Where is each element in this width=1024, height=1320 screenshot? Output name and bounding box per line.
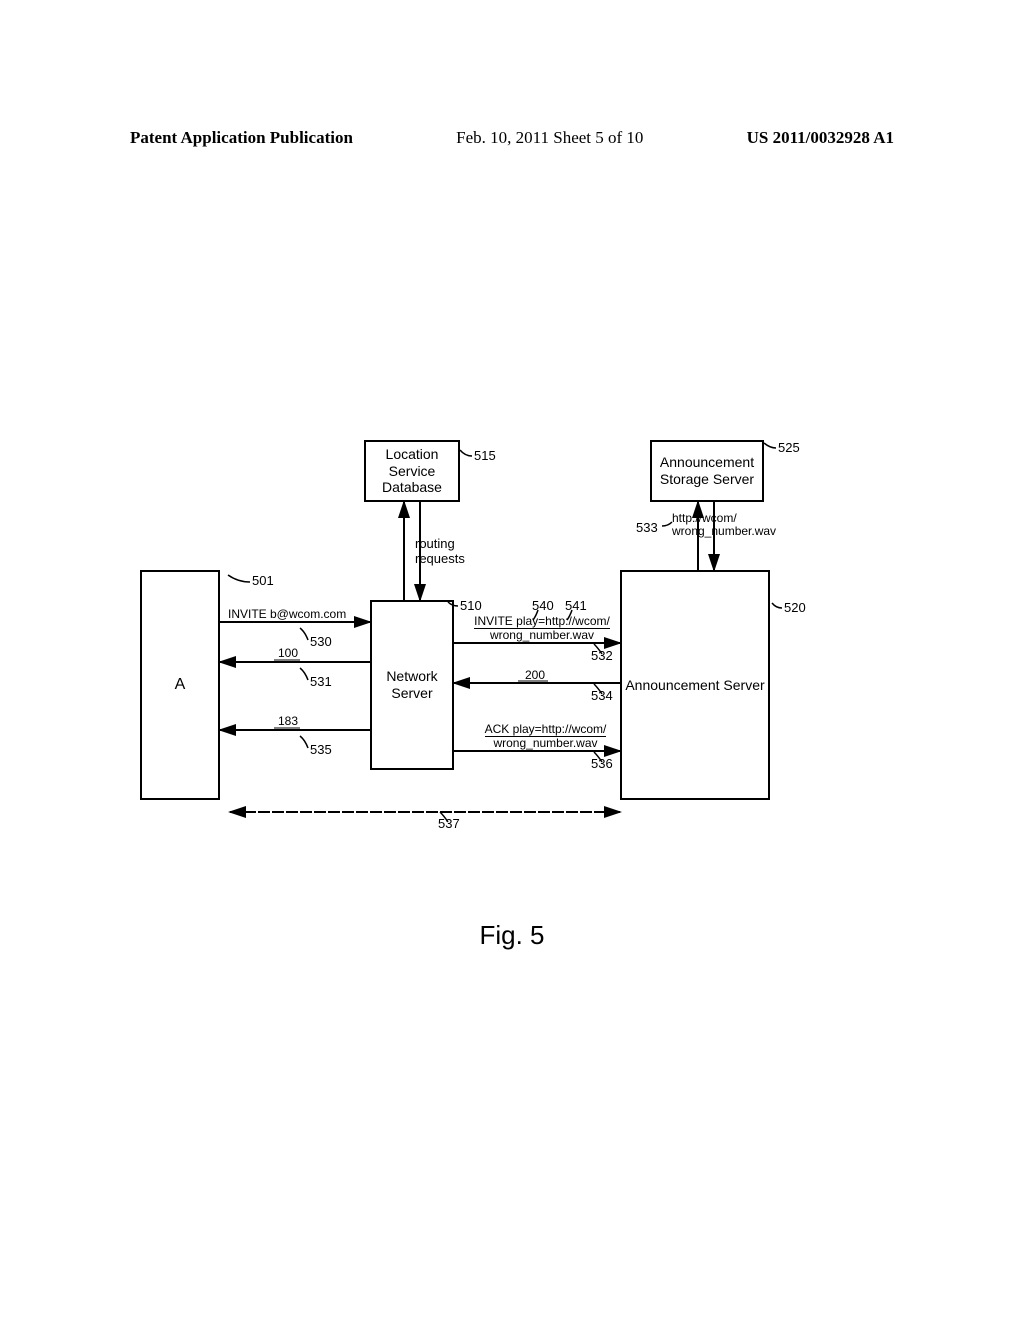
ref-540: 540: [532, 598, 554, 613]
ref-541: 541: [565, 598, 587, 613]
node-announcement-storage-server: Announcement Storage Server: [650, 440, 764, 502]
msg-invite-play-l2: wrong_number.wav: [490, 629, 594, 643]
msg-200: 200: [525, 669, 545, 682]
msg-invite-b: INVITE b@wcom.com: [228, 608, 346, 621]
figure-5: A Location Service Database Network Serv…: [0, 440, 1024, 1000]
routing-label: routing requests: [415, 536, 465, 566]
node-A-label: A: [175, 675, 186, 694]
ref-501: 501: [252, 573, 274, 588]
header-center: Feb. 10, 2011 Sheet 5 of 10: [456, 128, 643, 148]
node-network-server: Network Server: [370, 600, 454, 770]
header-right: US 2011/0032928 A1: [747, 128, 894, 148]
ref-536: 536: [591, 756, 613, 771]
ref-510: 510: [460, 598, 482, 613]
msg-100: 100: [278, 647, 298, 660]
ref-537: 537: [438, 816, 460, 831]
ref-520: 520: [784, 600, 806, 615]
node-ass-label: Announcement Storage Server: [652, 454, 762, 488]
node-location-service-db: Location Service Database: [364, 440, 460, 502]
page: Patent Application Publication Feb. 10, …: [0, 0, 1024, 1320]
ref-525: 525: [778, 440, 800, 455]
node-as-label: Announcement Server: [625, 677, 764, 694]
url-l1: http://wcom/: [672, 511, 737, 525]
url-label: http://wcom/ wrong_number.wav: [672, 512, 792, 538]
ref-532: 532: [591, 648, 613, 663]
node-announcement-server: Announcement Server: [620, 570, 770, 800]
msg-invite-play: INVITE play=http://wcom/ wrong_number.wa…: [462, 615, 622, 643]
ref-533: 533: [636, 520, 658, 535]
ref-530: 530: [310, 634, 332, 649]
msg-183: 183: [278, 715, 298, 728]
msg-ack-l2: wrong_number.wav: [493, 737, 597, 751]
node-A: A: [140, 570, 220, 800]
node-ns-label: Network Server: [372, 668, 452, 702]
figure-caption: Fig. 5: [0, 920, 1024, 951]
msg-invite-play-l1: INVITE play=http://wcom/: [474, 615, 610, 629]
page-header: Patent Application Publication Feb. 10, …: [0, 128, 1024, 148]
msg-ack-l1: ACK play=http://wcom/: [485, 723, 607, 737]
header-left: Patent Application Publication: [130, 128, 353, 148]
ref-531: 531: [310, 674, 332, 689]
ref-515: 515: [474, 448, 496, 463]
ref-535: 535: [310, 742, 332, 757]
node-lsd-label: Location Service Database: [366, 446, 458, 496]
ref-534: 534: [591, 688, 613, 703]
msg-ack-play: ACK play=http://wcom/ wrong_number.wav: [468, 723, 623, 751]
url-l2: wrong_number.wav: [672, 524, 776, 538]
